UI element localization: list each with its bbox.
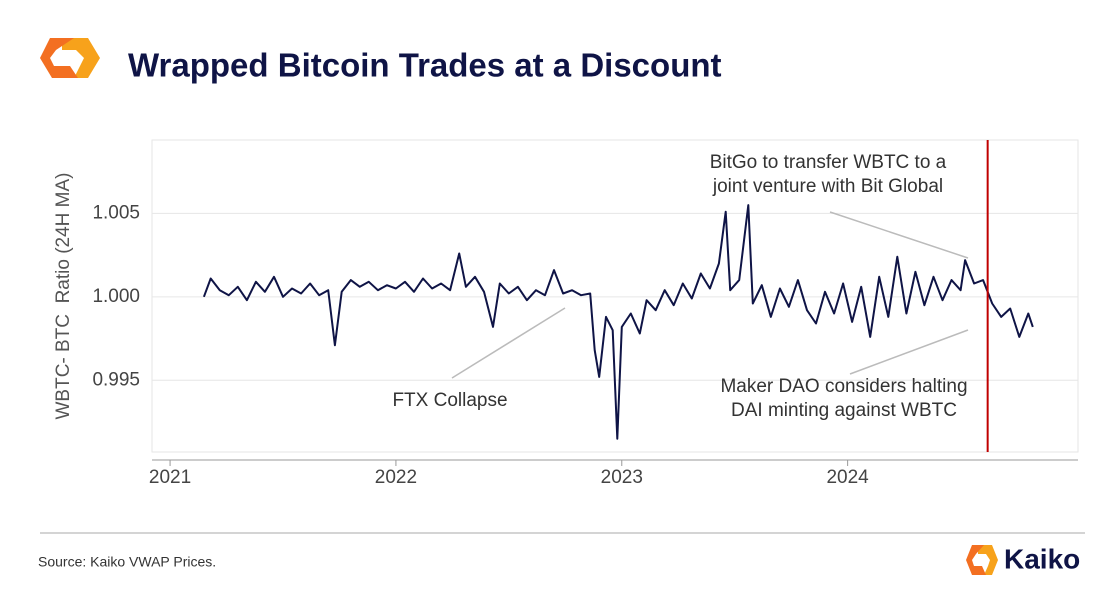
source: Source: Kaiko VWAP Prices. [38, 554, 216, 570]
y-tick-label: 0.995 [92, 369, 140, 390]
x-tick-label: 2024 [826, 467, 869, 488]
annotation: DAI minting against WBTC [731, 400, 957, 421]
brand: Kaiko [1004, 543, 1080, 574]
brand-logo [966, 545, 998, 575]
line-series [202, 204, 1034, 440]
y-axis-label: WBTC- BTC Ratio (24H MA) [53, 172, 74, 419]
x-tick-label: 2023 [601, 467, 643, 488]
annotation-leader [849, 329, 969, 375]
annotation: BitGo to transfer WBTC to a [710, 152, 947, 173]
annotation-leader [451, 307, 566, 379]
x-tick-label: 2022 [375, 467, 417, 488]
annotation: Maker DAO considers halting [720, 376, 967, 397]
plot-frame [151, 139, 1079, 453]
x-tick-label: 2021 [149, 467, 191, 488]
title: Wrapped Bitcoin Trades at a Discount [128, 47, 722, 84]
y-tick-label: 1.005 [92, 202, 140, 223]
annotation-leader [829, 211, 969, 259]
logo [40, 38, 100, 78]
annotation: FTX Collapse [392, 390, 507, 411]
y-tick-label: 1.000 [92, 286, 140, 307]
annotation: joint venture with Bit Global [712, 176, 943, 197]
